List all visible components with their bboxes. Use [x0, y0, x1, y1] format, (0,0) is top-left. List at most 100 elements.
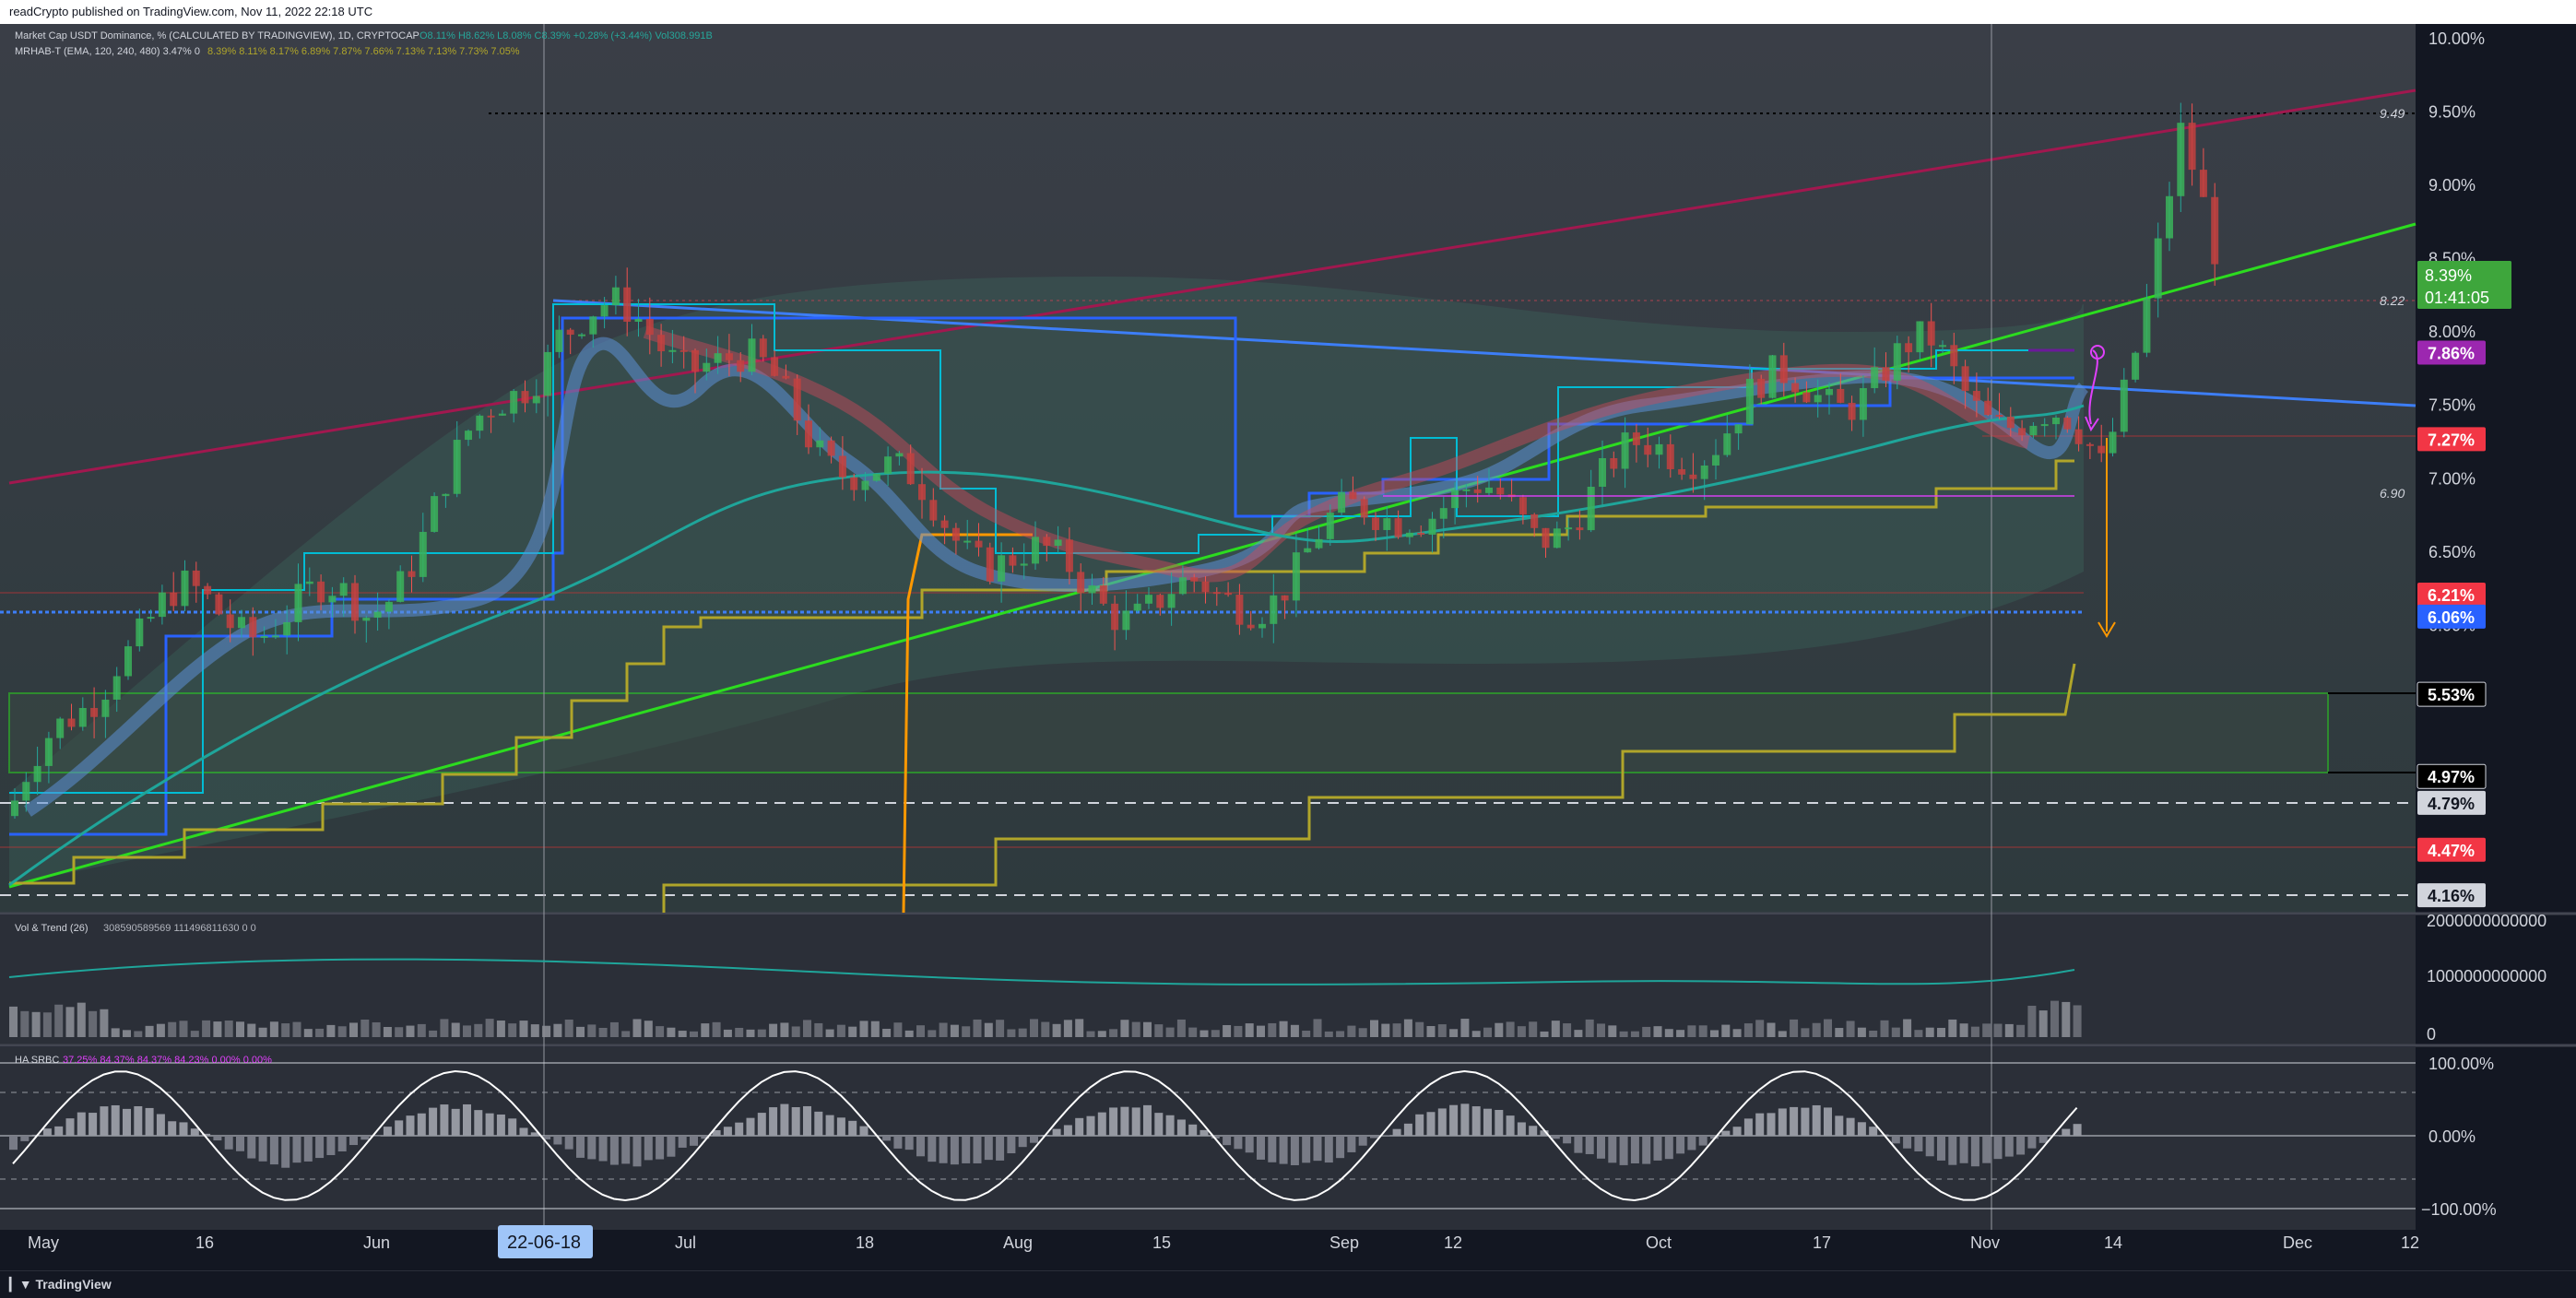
candle-body — [1871, 367, 1878, 388]
candle-body — [68, 719, 76, 727]
time-label: 17 — [1813, 1233, 1831, 1252]
volume-bar — [1472, 1031, 1481, 1037]
candle-body — [1282, 596, 1289, 601]
volume-bar — [1552, 1021, 1560, 1037]
volume-bar — [395, 1027, 403, 1037]
osc-bar — [1302, 1136, 1310, 1162]
candle-body — [828, 441, 835, 456]
volume-bar — [939, 1023, 948, 1037]
volume-bar — [985, 1023, 993, 1037]
osc-bar — [1654, 1136, 1662, 1161]
candle-body — [1009, 555, 1016, 565]
volume-bar — [1234, 1026, 1242, 1037]
legend-indicator[interactable]: MRHAB-T (EMA, 120, 240, 480) 3.47% 0 — [15, 46, 200, 57]
osc-bar — [497, 1115, 505, 1136]
osc-bar — [247, 1136, 255, 1159]
candle-body — [1973, 391, 1980, 401]
volume-bar — [1710, 1030, 1719, 1037]
candle-body — [941, 521, 949, 528]
volume-bar — [1314, 1019, 1322, 1037]
volume-bar — [882, 1029, 891, 1037]
candle-body — [1021, 563, 1028, 565]
side-label-9-49: 9.49 — [2380, 106, 2405, 121]
candle-body — [2166, 196, 2173, 239]
osc-bar — [905, 1136, 914, 1150]
volume-bar — [1892, 1028, 1900, 1037]
volume-bar — [146, 1026, 154, 1037]
volume-bar — [1608, 1025, 1616, 1037]
vol-pane-title[interactable]: Vol & Trend (26) — [15, 923, 89, 934]
candle-body — [1576, 527, 1583, 530]
osc-bar — [2016, 1136, 2025, 1154]
osc-pane-title[interactable]: HA SRBC — [15, 1055, 59, 1066]
volume-bar — [1336, 1031, 1344, 1037]
candle-body — [2121, 380, 2128, 432]
legend-symbol[interactable]: Market Cap USDT Dominance, % (CALCULATED… — [15, 30, 419, 41]
volume-bar — [1541, 1032, 1549, 1037]
candle-body — [124, 646, 132, 676]
osc-bar — [43, 1128, 52, 1136]
volume-bar — [77, 1003, 86, 1037]
osc-bar — [553, 1136, 561, 1144]
tradingview-logo[interactable]: ▎▼ TradingView — [9, 1277, 112, 1292]
candle-body — [589, 316, 597, 334]
volume-bar — [1415, 1022, 1424, 1037]
volume-bar — [2062, 1002, 2070, 1037]
candle-body — [1066, 539, 1073, 572]
osc-bar — [1994, 1136, 2003, 1159]
osc-bar — [962, 1136, 970, 1163]
osc-bar — [985, 1136, 993, 1160]
osc-bar — [792, 1107, 800, 1136]
tradingview-brand: TradingView — [36, 1277, 112, 1292]
volume-bar — [1676, 1030, 1684, 1037]
candle-body — [533, 395, 540, 403]
volume-bar — [1087, 1032, 1095, 1037]
volume-bar — [418, 1024, 426, 1037]
volume-bar — [1507, 1021, 1515, 1037]
volume-bar — [1438, 1024, 1447, 1037]
osc-bar — [1370, 1136, 1378, 1138]
chart-canvas[interactable]: Market Cap USDT Dominance, % (CALCULATED… — [0, 24, 2576, 1270]
price-tick: 9.00% — [2428, 176, 2476, 195]
osc-bar — [826, 1115, 834, 1136]
candle-body — [612, 288, 620, 305]
volume-bar — [1019, 1029, 1027, 1037]
volume-bar — [758, 1030, 766, 1037]
time-label: 16 — [195, 1233, 214, 1252]
volume-bar — [1200, 1031, 1209, 1037]
side-label-6-90: 6.90 — [2380, 486, 2405, 501]
candle-body — [601, 305, 609, 316]
osc-bar — [1665, 1136, 1673, 1159]
candle-body — [1644, 445, 1651, 454]
volume-bar — [384, 1027, 392, 1037]
candle-body — [510, 391, 517, 414]
vol-tick-2: 0 — [2427, 1025, 2436, 1044]
time-label: Jun — [363, 1233, 390, 1252]
candle-body — [1440, 508, 1448, 519]
osc-bar — [89, 1113, 97, 1136]
time-label: 15 — [1152, 1233, 1171, 1252]
candle-body — [680, 350, 688, 352]
price-badge-label: 4.79% — [2428, 795, 2475, 813]
volume-bar — [1620, 1032, 1628, 1037]
osc-bar — [587, 1136, 596, 1159]
publish-text: readCrypto published on TradingView.com,… — [9, 5, 372, 18]
volume-bar — [1120, 1020, 1128, 1037]
volume-bar — [66, 1007, 75, 1037]
volume-bar — [951, 1025, 959, 1037]
candle-body — [101, 700, 109, 717]
volume-bar — [338, 1026, 347, 1037]
osc-bar — [1563, 1136, 1571, 1143]
volume-bar — [679, 1031, 687, 1037]
volume-bar — [168, 1022, 176, 1037]
osc-bar — [1687, 1136, 1696, 1150]
osc-bar — [1449, 1105, 1458, 1136]
osc-bar — [1755, 1114, 1764, 1136]
candle-body — [1928, 321, 1935, 345]
volume-bar — [1246, 1023, 1254, 1037]
price-badge-label: 5.53% — [2428, 686, 2475, 704]
candle-body — [1883, 367, 1890, 381]
candle-body — [691, 350, 699, 372]
candle-body — [56, 719, 64, 738]
price-tick: 10.00% — [2428, 30, 2485, 48]
